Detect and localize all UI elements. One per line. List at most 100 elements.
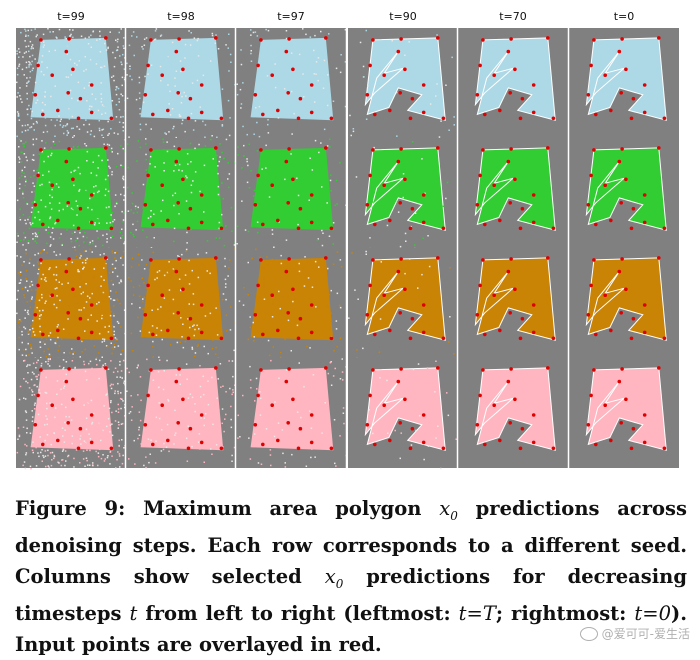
input-point (256, 173, 260, 178)
input-point (284, 379, 289, 384)
input-point (104, 366, 108, 370)
input-point (181, 67, 185, 72)
prediction-panel (569, 248, 679, 358)
input-point (629, 116, 634, 121)
input-point (410, 206, 415, 211)
column-label-t0: t=0 (613, 10, 635, 23)
input-point (551, 226, 556, 231)
input-point (546, 36, 550, 40)
prediction-panel (126, 248, 236, 359)
input-point (89, 440, 94, 445)
caption-part5: ; rightmost: (495, 602, 635, 626)
input-point (188, 316, 193, 321)
input-point (109, 446, 114, 451)
column-label-t97: t=97 (277, 10, 305, 23)
input-point (475, 93, 480, 97)
input-point (160, 183, 164, 187)
input-point (89, 330, 94, 335)
input-point (177, 367, 181, 371)
input-point (642, 330, 647, 335)
input-point (309, 83, 314, 87)
polygon-shape (250, 37, 334, 121)
input-point (603, 293, 607, 298)
input-point (399, 37, 403, 41)
input-point (421, 330, 426, 335)
input-point (546, 146, 550, 150)
input-point (589, 63, 593, 68)
prediction-grid (16, 28, 679, 470)
input-point (506, 269, 511, 274)
input-point (609, 108, 613, 113)
input-point (592, 38, 596, 42)
input-point (483, 112, 487, 117)
input-point (104, 256, 108, 260)
input-point (151, 332, 155, 337)
input-point (66, 91, 70, 95)
input-point (398, 91, 403, 95)
input-point (421, 193, 426, 197)
input-point (624, 67, 628, 72)
input-point (151, 222, 155, 227)
input-point (478, 63, 482, 68)
input-point (39, 148, 43, 152)
input-point (186, 446, 191, 451)
input-point (324, 366, 328, 370)
input-point (365, 203, 370, 207)
prediction-panel (348, 358, 458, 470)
input-point (509, 37, 513, 41)
input-point (296, 446, 301, 451)
input-point (270, 73, 275, 77)
input-point (586, 203, 591, 207)
input-point (76, 116, 81, 121)
input-point (592, 148, 596, 152)
input-point (78, 426, 83, 431)
input-point (309, 330, 314, 335)
polygon-shape (364, 257, 446, 341)
input-point (624, 397, 628, 402)
input-point (36, 173, 40, 178)
input-point (642, 83, 647, 87)
input-point (71, 397, 75, 402)
caption-x0-2: x0 (324, 564, 344, 591)
input-point (371, 258, 375, 262)
input-point (181, 177, 185, 182)
input-point (410, 426, 415, 431)
input-point (492, 293, 497, 298)
input-point (508, 201, 512, 205)
input-point (520, 316, 525, 321)
input-point (291, 67, 295, 72)
input-point (176, 421, 180, 425)
input-point (329, 226, 334, 231)
input-point (76, 226, 81, 231)
input-point (531, 413, 536, 417)
input-point (518, 336, 523, 341)
input-point (287, 367, 291, 371)
input-point (589, 283, 593, 288)
caption-part3: predictions for decreasing timesteps (15, 564, 687, 626)
input-point (594, 332, 598, 337)
input-point (160, 73, 164, 77)
input-point (481, 148, 485, 152)
input-point (214, 36, 218, 40)
input-point (586, 423, 591, 427)
input-point (89, 110, 94, 115)
input-point (371, 38, 375, 42)
prediction-panel (16, 28, 128, 139)
input-point (64, 159, 69, 164)
input-point (520, 96, 525, 101)
input-point (166, 328, 170, 333)
input-point (513, 287, 517, 292)
input-point (67, 257, 71, 261)
input-point (498, 218, 502, 223)
polygon-shape (474, 37, 556, 121)
input-point (546, 256, 550, 260)
input-point (219, 336, 224, 341)
input-point (33, 93, 38, 97)
input-point (508, 421, 512, 425)
input-point (410, 96, 415, 101)
input-point (104, 146, 108, 150)
input-point (166, 438, 170, 443)
input-point (498, 108, 502, 113)
input-point (89, 413, 94, 417)
